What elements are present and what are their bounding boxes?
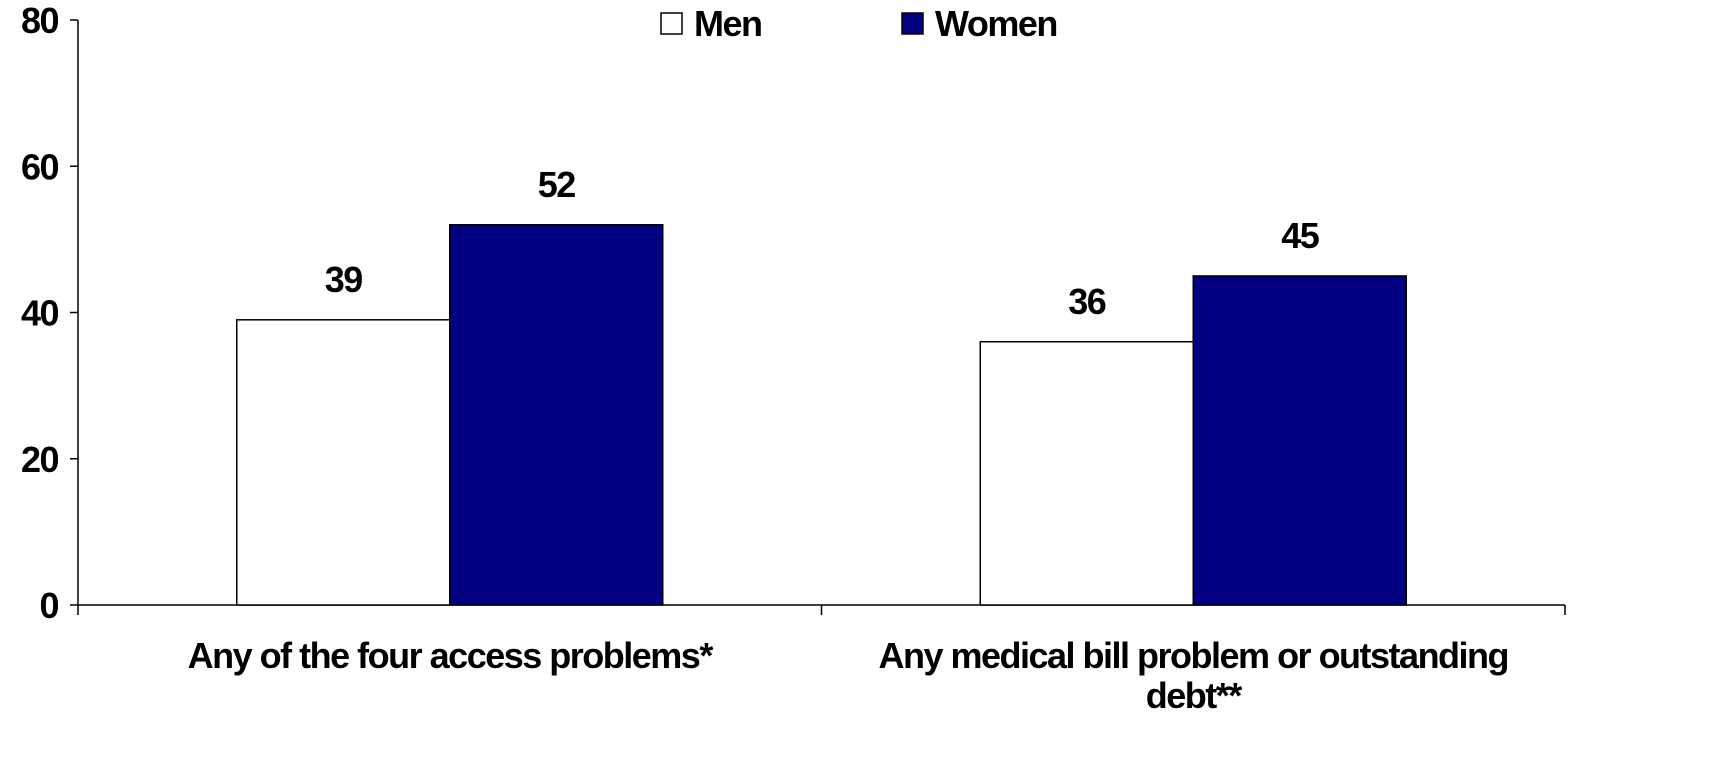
data-labels: 39 52 36 45 bbox=[325, 164, 1322, 322]
legend-swatch-women bbox=[901, 12, 924, 35]
data-label-women-2: 45 bbox=[1281, 215, 1320, 256]
y-tick-label: 60 bbox=[21, 146, 59, 187]
y-tick-label: 0 bbox=[39, 585, 58, 626]
legend: Men Women bbox=[660, 3, 1058, 44]
bar-men-1 bbox=[236, 319, 451, 606]
data-label-men-1: 39 bbox=[325, 259, 363, 300]
bar-men-2 bbox=[979, 341, 1194, 606]
category-labels: Any of the four access problems* Any medi… bbox=[188, 635, 1510, 716]
data-label-women-1: 52 bbox=[538, 164, 576, 205]
data-label-men-2: 36 bbox=[1068, 281, 1106, 322]
y-tick-label: 80 bbox=[21, 0, 59, 41]
category-label: Any medical bill problem or outstanding bbox=[878, 635, 1508, 676]
y-tick-label: 20 bbox=[21, 439, 59, 480]
legend-label-women: Women bbox=[935, 3, 1057, 44]
bar-women-1 bbox=[449, 224, 664, 606]
bars bbox=[236, 224, 1407, 606]
legend-swatch-men bbox=[660, 12, 683, 35]
y-tick-label: 40 bbox=[21, 293, 59, 334]
legend-label-men: Men bbox=[694, 3, 762, 44]
category-label: debt** bbox=[1146, 675, 1243, 716]
bar-women-2 bbox=[1192, 275, 1407, 606]
category-label: Any of the four access problems* bbox=[188, 635, 714, 676]
